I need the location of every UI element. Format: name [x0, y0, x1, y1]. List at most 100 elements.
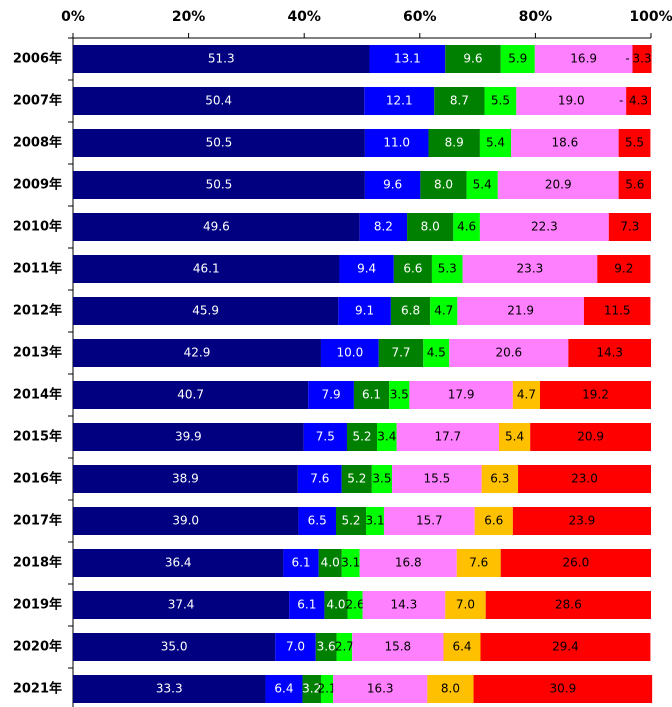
bar-segment — [473, 675, 653, 703]
data-label: 12.1 — [386, 94, 413, 108]
bar-segment — [500, 549, 651, 577]
data-label: 26.0 — [563, 556, 590, 570]
bar-segment — [583, 297, 651, 325]
data-label: 23.9 — [569, 514, 596, 528]
data-label: 7.5 — [316, 430, 335, 444]
y-tick-label: 2007年 — [13, 93, 62, 109]
data-label: 10.0 — [337, 346, 364, 360]
data-label: - — [625, 52, 629, 66]
data-label: 5.4 — [473, 178, 492, 192]
y-tick-label: 2013年 — [13, 345, 62, 361]
data-label: 3.4 — [377, 430, 396, 444]
data-label: 5.2 — [347, 472, 366, 486]
data-label: 5.4 — [505, 430, 524, 444]
bar-segment — [512, 381, 541, 409]
data-label: 5.2 — [341, 514, 360, 528]
y-tick-label: 2012年 — [13, 303, 62, 319]
bar-segment — [335, 507, 367, 535]
bar-segment — [339, 255, 394, 283]
data-label: 46.1 — [193, 262, 220, 276]
data-label: 6.8 — [401, 304, 420, 318]
data-label: 50.5 — [206, 136, 233, 150]
data-label: 16.9 — [570, 52, 597, 66]
data-label: 11.5 — [604, 304, 631, 318]
bar-segment — [364, 87, 435, 115]
data-label: 7.3 — [620, 220, 639, 234]
bar-segment — [498, 423, 531, 451]
bar-segment — [324, 591, 348, 619]
bar-segment — [315, 633, 337, 661]
data-label: 6.1 — [297, 598, 316, 612]
data-label: 4.0 — [321, 556, 340, 570]
data-label: 11.0 — [383, 136, 410, 150]
bar-segment — [320, 675, 334, 703]
bar-segment — [393, 255, 432, 283]
data-label: 5.3 — [438, 262, 457, 276]
data-label: 15.5 — [423, 472, 450, 486]
bar-segment — [456, 549, 501, 577]
y-tick-label: 2014年 — [13, 387, 62, 403]
bar-segment — [466, 171, 498, 199]
bar-segment — [73, 339, 321, 367]
data-label: 19.0 — [558, 94, 585, 108]
data-label: 3.1 — [365, 514, 384, 528]
bar-segment — [73, 213, 360, 241]
y-tick-label: 2018年 — [13, 555, 62, 571]
bar-segment — [320, 339, 379, 367]
data-label: 5.2 — [352, 430, 371, 444]
bar-segment — [333, 675, 428, 703]
data-label: 7.0 — [456, 598, 475, 612]
bar-segment — [457, 297, 584, 325]
bar-segment — [453, 213, 480, 241]
bar-segment — [568, 339, 651, 367]
bar-segment — [308, 381, 354, 409]
data-label: 37.4 — [168, 598, 195, 612]
data-label: 2.7 — [335, 640, 354, 654]
bar-segment — [303, 423, 347, 451]
bar-segment — [389, 381, 410, 409]
bar-segment — [378, 339, 424, 367]
data-label: 2.1 — [317, 682, 336, 696]
data-label: 4.6 — [457, 220, 476, 234]
bar-segment — [353, 381, 390, 409]
bar-segment — [511, 129, 619, 157]
data-label: 8.2 — [374, 220, 393, 234]
data-label: 7.6 — [310, 472, 329, 486]
data-label: - — [619, 94, 623, 108]
data-label: 9.6 — [383, 178, 402, 192]
data-label: 39.9 — [175, 430, 202, 444]
data-label: 7.7 — [391, 346, 410, 360]
bar-segment — [420, 171, 467, 199]
bar-segment — [297, 465, 342, 493]
bar-segment — [485, 591, 651, 619]
data-label: 49.6 — [203, 220, 230, 234]
bar-segment — [73, 171, 365, 199]
bar-segment — [364, 129, 429, 157]
x-tick-label: 80% — [519, 9, 553, 25]
bar-segment — [371, 465, 393, 493]
bar-segment — [632, 45, 652, 73]
data-label: 3.5 — [390, 388, 409, 402]
bar-segment — [73, 87, 365, 115]
bar-segment — [512, 507, 651, 535]
bar-segment — [73, 675, 266, 703]
data-label: 21.9 — [507, 304, 534, 318]
data-label: 6.6 — [403, 262, 422, 276]
bar-segment — [540, 381, 651, 409]
bar-segment — [73, 255, 340, 283]
data-label: 6.4 — [452, 640, 471, 654]
data-label: 19.2 — [582, 388, 609, 402]
bar-segment — [500, 45, 535, 73]
data-label: 4.3 — [629, 94, 648, 108]
data-label: 6.3 — [490, 472, 509, 486]
bar-segment — [396, 423, 499, 451]
bar-segment — [530, 423, 651, 451]
data-label: 3.6 — [317, 640, 336, 654]
data-label: 4.0 — [326, 598, 345, 612]
data-label: 5.5 — [625, 136, 644, 150]
bar-segment — [390, 297, 431, 325]
data-label: 33.3 — [156, 682, 183, 696]
bar-segment — [359, 213, 408, 241]
y-tick-label: 2015年 — [13, 429, 62, 445]
data-label: 3.1 — [341, 556, 360, 570]
